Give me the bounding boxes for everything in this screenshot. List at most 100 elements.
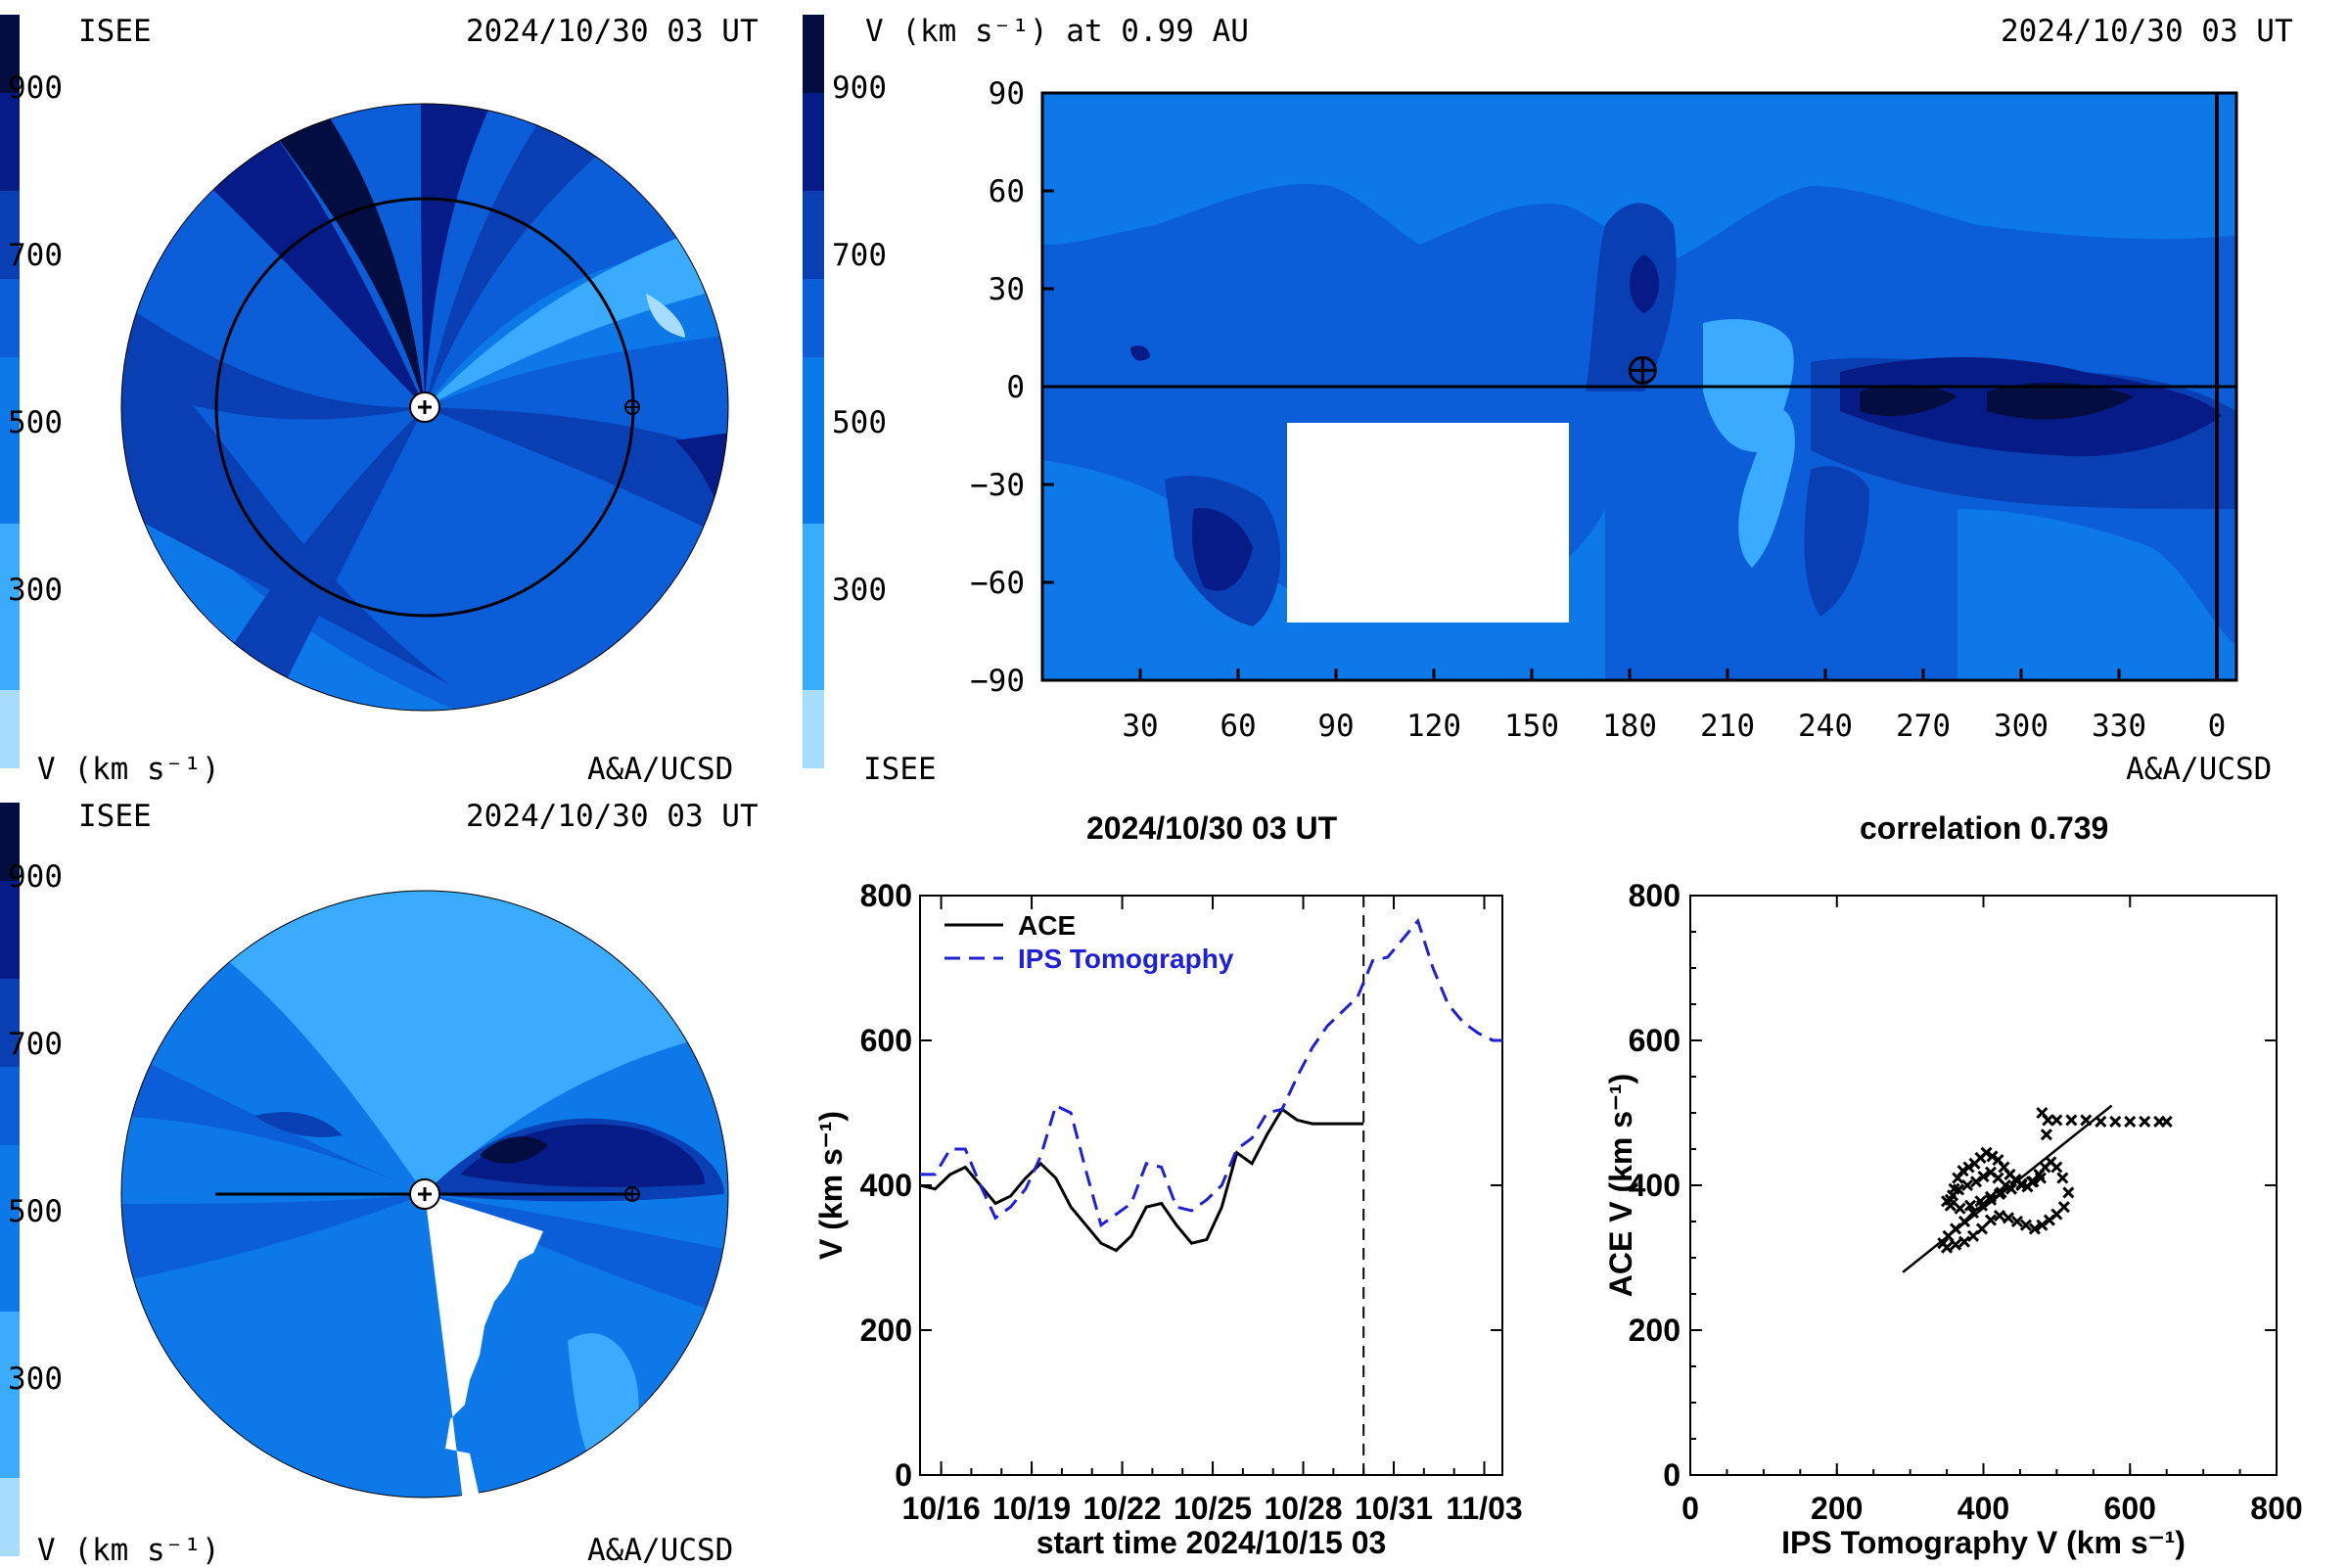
- x-tick-label: 800: [2250, 1491, 2302, 1526]
- legend-label: ACE: [1018, 910, 1076, 941]
- x-tick-label: 10/28: [1264, 1491, 1342, 1526]
- timeseries-panel: 2024/10/30 03 UT 800 600 400 200 0 10/16 10/19…: [783, 793, 1566, 1566]
- scatter-point: [1958, 1215, 1971, 1228]
- scatter-point: [2050, 1114, 2063, 1127]
- y-tick-label: 600: [860, 1023, 912, 1058]
- scatter-point: [1937, 1237, 1950, 1250]
- x-tick-label: 10/22: [1083, 1491, 1162, 1526]
- scatter-point: [1980, 1146, 1993, 1159]
- colorbar-tick-500: 500: [8, 1194, 63, 1229]
- scatter-point: [1977, 1171, 1990, 1183]
- colorbar-top-left: [0, 15, 20, 768]
- scatter-chart: 800 600 400 200 00 200 400 600 800 IPS Tomography…: [1603, 878, 2303, 1560]
- y-axis-label: ACE V (km s⁻¹): [1603, 1074, 1638, 1297]
- colorbar-tick-500: 500: [832, 405, 887, 440]
- scatter-point: [1993, 1210, 2006, 1222]
- synoptic-axis-ticks: 30 60 90 120 150 180 210 240 270 300 330 09060300−3…: [970, 76, 2226, 744]
- earth-marker: [1628, 355, 1657, 385]
- y-tick-label: 400: [1629, 1168, 1681, 1203]
- colorbar-tick-500: 500: [8, 405, 63, 440]
- meridional-disk: [120, 890, 729, 1556]
- scatter-point: [2062, 1186, 2075, 1199]
- legend-label: IPS Tomography: [1018, 944, 1234, 974]
- x-tick-label: 200: [1811, 1491, 1863, 1526]
- synoptic-map-panel: 900 700 500 300 V (km s⁻¹) at 0.99 AU 20…: [783, 0, 2349, 793]
- scatter-point: [1984, 1166, 1998, 1178]
- timestamp-label: 2024/10/30 03 UT: [2001, 14, 2293, 49]
- scatter-point: [2080, 1114, 2093, 1127]
- colorbar-tick-900: 900: [8, 859, 63, 895]
- scatter-point: [2139, 1115, 2151, 1128]
- colorbar-tick-300: 300: [8, 573, 63, 608]
- y-tick-label: 800: [1629, 878, 1681, 913]
- scatter-point: [2019, 1219, 2032, 1231]
- scatter-point: [1984, 1193, 1998, 1206]
- scatter-point: [2050, 1161, 2063, 1174]
- x-tick-label: 240: [1798, 709, 1853, 744]
- colorbar-bottom-left: [0, 803, 20, 1556]
- synoptic-title: V (km s⁻¹) at 0.99 AU: [865, 14, 1249, 49]
- scatter-point: [2015, 1178, 2028, 1192]
- scatter-point: [2056, 1172, 2069, 1184]
- unit-label: V (km s⁻¹): [37, 752, 220, 787]
- synoptic-map: 30 60 90 120 150 180 210 240 270 300 330 09060300−3…: [970, 76, 2238, 744]
- colorbar-top-right: [803, 15, 824, 768]
- y-tick-label: 200: [860, 1313, 912, 1348]
- scatter-panel: correlation 0.739 800 600 400 200 0 0 200 400 60…: [1566, 793, 2349, 1566]
- scatter-point: [1944, 1199, 1957, 1212]
- timeseries-title: 2024/10/30 03 UT: [1086, 810, 1338, 846]
- scatter-point: [2124, 1115, 2137, 1128]
- y-tick-label: 400: [860, 1168, 912, 1203]
- x-tick-label: 90: [1317, 709, 1354, 744]
- x-tick-label: 11/03: [1446, 1491, 1522, 1526]
- y-tick-label: 30: [989, 272, 1025, 307]
- scatter-point: [1984, 1190, 1998, 1203]
- y-tick-label: 0: [1006, 370, 1025, 405]
- scatter-point: [2040, 1129, 2052, 1141]
- credit-label: A&A/UCSD: [2126, 752, 2273, 787]
- timestamp-label: 2024/10/30 03 UT: [466, 799, 759, 834]
- scatter-point: [1958, 1235, 1971, 1248]
- y-tick-label: −30: [970, 468, 1025, 503]
- scatter-point: [2010, 1215, 2024, 1228]
- y-tick-label: 90: [989, 76, 1025, 112]
- scatter-point: [1952, 1172, 1964, 1184]
- colorbar-tick-700: 700: [8, 1027, 63, 1062]
- x-tick-label: 600: [2104, 1491, 2156, 1526]
- colorbar-tick-900: 900: [8, 70, 63, 106]
- scatter-point: [1962, 1161, 1975, 1174]
- x-axis-label: start time 2024/10/15 03: [1036, 1525, 1387, 1560]
- org-label: ISEE: [78, 799, 152, 834]
- scatter-point: [2095, 1115, 2107, 1128]
- scatter-point: [2042, 1114, 2054, 1127]
- scatter-title: correlation 0.739: [1860, 810, 2109, 846]
- x-tick-label: 120: [1406, 709, 1461, 744]
- y-tick-label: 0: [895, 1457, 912, 1493]
- colorbar-tick-300: 300: [8, 1361, 63, 1397]
- scatter-point: [2036, 1219, 2049, 1231]
- x-tick-label: 180: [1602, 709, 1657, 744]
- scatter-point: [2028, 1222, 2041, 1235]
- x-tick-label: 0: [1681, 1491, 1699, 1526]
- scatter-point: [1957, 1165, 1969, 1177]
- scatter-point: [2004, 1182, 2018, 1195]
- meridional-view-panel: 900 700 500 300 ISEE 2024/10/30 03 UT V …: [0, 793, 783, 1568]
- unit-label: V (km s⁻¹): [37, 1533, 220, 1568]
- scatter-point: [1963, 1199, 1977, 1212]
- y-tick-label: 0: [1663, 1457, 1681, 1493]
- x-tick-label: 0: [2208, 709, 2227, 744]
- scatter-point: [1966, 1229, 1980, 1242]
- scatter-point: [2043, 1214, 2055, 1226]
- scatter-point: [1969, 1176, 1983, 1188]
- x-tick-label: 210: [1700, 709, 1755, 744]
- colorbar-tick-700: 700: [8, 238, 63, 273]
- y-tick-label: 60: [989, 174, 1025, 209]
- ecliptic-view-panel: 900 700 500 300 ISEE 2024/10/30 03 UT V …: [0, 0, 783, 793]
- credit-label: A&A/UCSD: [587, 1533, 734, 1568]
- x-tick-label: 300: [1994, 709, 2049, 744]
- colorbar-tick-300: 300: [832, 573, 887, 608]
- scatter-point: [2109, 1115, 2122, 1128]
- scatter-point: [2160, 1115, 2173, 1128]
- scatter-point: [2002, 1212, 2015, 1224]
- y-tick-label: 800: [860, 878, 912, 913]
